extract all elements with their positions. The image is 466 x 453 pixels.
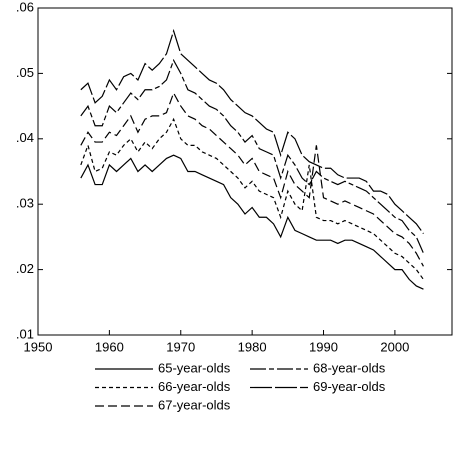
y-tick-label: .03 bbox=[16, 196, 34, 211]
x-tick-label: 2000 bbox=[380, 339, 409, 354]
x-tick-label: 1950 bbox=[24, 339, 53, 354]
x-tick-label: 1980 bbox=[238, 339, 267, 354]
y-tick-label: .04 bbox=[16, 130, 34, 145]
x-tick-label: 1970 bbox=[166, 339, 195, 354]
legend-label: 65-year-olds bbox=[158, 360, 231, 375]
legend-label: 67-year-olds bbox=[158, 397, 231, 412]
legend-label: 69-year-olds bbox=[313, 379, 386, 394]
legend-label: 68-year-olds bbox=[313, 360, 386, 375]
y-tick-label: .01 bbox=[16, 326, 34, 341]
x-tick-label: 1960 bbox=[95, 339, 124, 354]
y-tick-label: .02 bbox=[16, 261, 34, 276]
y-tick-label: .05 bbox=[16, 65, 34, 80]
series-line bbox=[80, 58, 424, 254]
legend-label: 66-year-olds bbox=[158, 379, 231, 394]
series-line bbox=[80, 28, 424, 234]
x-tick-label: 1990 bbox=[309, 339, 338, 354]
plot-frame bbox=[37, 7, 453, 336]
y-tick-label: .06 bbox=[16, 0, 34, 14]
series-line bbox=[80, 91, 424, 267]
series-line bbox=[80, 117, 424, 280]
series-line bbox=[80, 154, 424, 290]
